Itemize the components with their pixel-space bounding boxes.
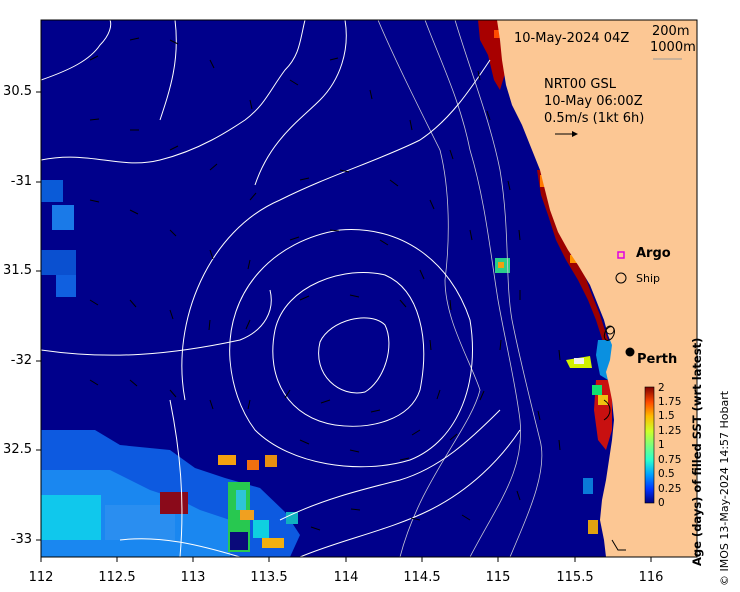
y-tick-label: 32.5 [3,442,32,457]
plot-frame [40,19,698,558]
depth-legend-200m: 200m [652,24,690,39]
sla-contours [41,20,521,557]
x-tick-label: 115 [485,570,511,585]
colorbar-title: Age (days) of filled SST (wrt latest) [690,337,704,566]
colorbar [644,386,655,504]
argo-legend-icon [617,251,625,259]
colorbar-tick: 1.25 [658,425,682,437]
current-vectors [89,37,561,531]
x-tick-label: 112.5 [98,570,136,585]
colorbar-tick: 0.25 [658,483,682,495]
x-ticks [40,557,652,562]
colorbar-tick: 0 [658,497,665,509]
depth-legend-1000m: 1000m [650,40,696,55]
x-tick-label: 113 [180,570,206,585]
credit: © IMOS 13-May-2024 14:57 Hobart [718,390,731,586]
sst-age-patches [41,180,598,557]
y-tick-label: -31 [10,174,32,189]
perth-marker [625,347,635,357]
colorbar-tick: 0.75 [658,454,682,466]
current-product: NRT00 GSL [544,77,616,92]
x-tick-label: 112 [28,570,54,585]
colorbar-tick: 2 [658,382,665,394]
ship-label: Ship [636,272,660,285]
y-tick-label: 30.5 [3,84,32,99]
ship-marker-near-coast [605,325,615,335]
ship-track-cluster [603,326,615,341]
x-tick-label: 113.5 [250,570,288,585]
bathymetry-contours [377,20,543,557]
argo-label: Argo [636,246,671,261]
coastline-detail [603,399,611,421]
colorbar-tick: 1 [658,439,665,451]
scale-arrow-head [572,131,578,137]
colorbar-tick: 1.75 [658,396,682,408]
x-tick-label: 115.5 [556,570,594,585]
x-tick-label: 116 [638,570,664,585]
colorbar-tick: 1.5 [658,410,675,422]
perth-label: Perth [637,352,678,367]
current-time: 10-May 06:00Z [544,94,643,109]
y-tick-label: -33 [10,532,32,547]
coastline-detail-south [611,539,626,551]
map-timestamp: 10-May-2024 04Z [514,31,630,46]
y-tick-label: 31.5 [3,263,32,278]
colorbar-tick: 0.5 [658,468,675,480]
ship-legend-icon [615,272,627,284]
y-tick-label: -32 [10,353,32,368]
current-scale: 0.5m/s (1kt 6h) [544,111,645,126]
y-ticks [36,91,41,541]
x-tick-label: 114.5 [403,570,441,585]
x-tick-label: 114 [333,570,359,585]
